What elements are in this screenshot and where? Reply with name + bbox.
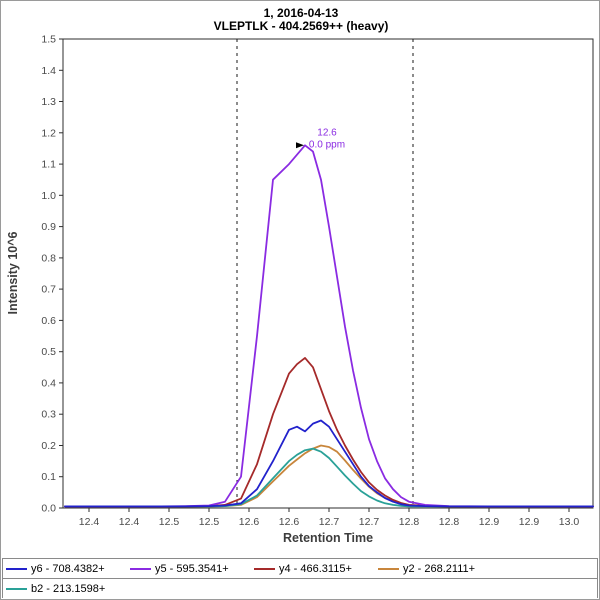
plot-frame — [62, 38, 594, 509]
chromatogram-traces — [64, 144, 594, 508]
x-tick-label: 12.5 — [199, 516, 220, 528]
x-tick-label: 12.5 — [159, 516, 180, 528]
chart-title: 1, 2016-04-13 — [264, 6, 339, 20]
trace-y2 — [64, 444, 594, 508]
apex-ppm-label: 0.0 ppm — [309, 139, 345, 150]
legend-swatch-line — [6, 567, 27, 570]
x-axis-title: Retention Time — [283, 531, 373, 545]
axes: 12.4 12.4 12.5 12.5 12.6 12.6 12.7 12.7 12.8 12.8… — [41, 34, 594, 528]
x-tick-label: 12.4 — [79, 516, 100, 528]
y-tick-label: 0.5 — [41, 346, 56, 358]
legend-item: y4 - 466.3115+ — [254, 563, 378, 575]
y-tick-label: 1.4 — [41, 65, 56, 77]
legend-label: y4 - 466.3115+ — [279, 562, 352, 575]
x-tick-label: 12.7 — [319, 516, 340, 528]
peak-boundaries — [236, 39, 414, 508]
y-tick-label: 0.0 — [41, 503, 56, 515]
legend-swatch-line — [254, 567, 275, 570]
legend-row: b2 - 213.1598+ — [3, 578, 597, 598]
x-tick-label: 12.6 — [279, 516, 300, 528]
y-tick-label: 0.7 — [41, 284, 56, 296]
y-tick-label: 1.2 — [41, 127, 56, 139]
y-tick-label: 0.1 — [41, 471, 56, 483]
legend-swatch-line — [378, 567, 399, 570]
y-tick-label: 1.5 — [41, 34, 56, 46]
legend-label: y2 - 268.2111+ — [403, 562, 476, 575]
x-tick-label: 12.7 — [359, 516, 380, 528]
y-tick-label: 0.6 — [41, 315, 56, 327]
peak-annotations: 12.60.0 ppm — [296, 127, 345, 150]
legend-item: b2 - 213.1598+ — [6, 583, 130, 595]
legend-label: y5 - 595.3541+ — [155, 562, 229, 575]
legend-swatch-line — [6, 587, 27, 590]
chromatogram-canvas[interactable]: 1, 2016-04-13 VLEPTLK - 404.2569++ (heav… — [1, 1, 600, 553]
apex-rt-label: 12.6 — [317, 127, 337, 138]
legend-swatch-line — [130, 567, 151, 570]
trace-b2 — [64, 447, 594, 508]
y-tick-label: 1.0 — [41, 190, 56, 202]
x-tick-label: 12.4 — [119, 516, 140, 528]
trace-y6 — [64, 419, 594, 508]
legend-item: y6 - 708.4382+ — [6, 563, 130, 575]
legend-label: b2 - 213.1598+ — [31, 582, 106, 595]
y-tick-label: 1.1 — [41, 159, 56, 171]
legend-item: y2 - 268.2111+ — [378, 563, 502, 575]
y-tick-label: 0.2 — [41, 440, 56, 452]
chart-subtitle: VLEPTLK - 404.2569++ (heavy) — [214, 19, 389, 33]
x-tick-label: 12.8 — [399, 516, 420, 528]
x-tick-label: 13.0 — [559, 516, 580, 528]
x-tick-label: 12.9 — [519, 516, 540, 528]
legend: y6 - 708.4382+ y5 - 595.3541+ y4 - 466.311… — [2, 558, 598, 598]
x-tick-label: 12.8 — [439, 516, 460, 528]
apex-marker-icon — [296, 142, 304, 149]
trace-y5 — [64, 144, 594, 508]
trace-y4 — [64, 356, 594, 508]
y-axis-title: Intensity 10^6 — [6, 231, 20, 314]
y-tick-label: 0.8 — [41, 252, 56, 264]
legend-item: y5 - 595.3541+ — [130, 563, 254, 575]
x-tick-label: 12.9 — [479, 516, 500, 528]
legend-label: y6 - 708.4382+ — [31, 562, 105, 575]
x-tick-label: 12.6 — [239, 516, 260, 528]
y-tick-label: 0.3 — [41, 409, 56, 421]
y-tick-label: 1.3 — [41, 96, 56, 108]
y-tick-label: 0.9 — [41, 221, 56, 233]
y-tick-label: 0.4 — [41, 377, 56, 389]
legend-row: y6 - 708.4382+ y5 - 595.3541+ y4 - 466.311… — [3, 559, 597, 578]
